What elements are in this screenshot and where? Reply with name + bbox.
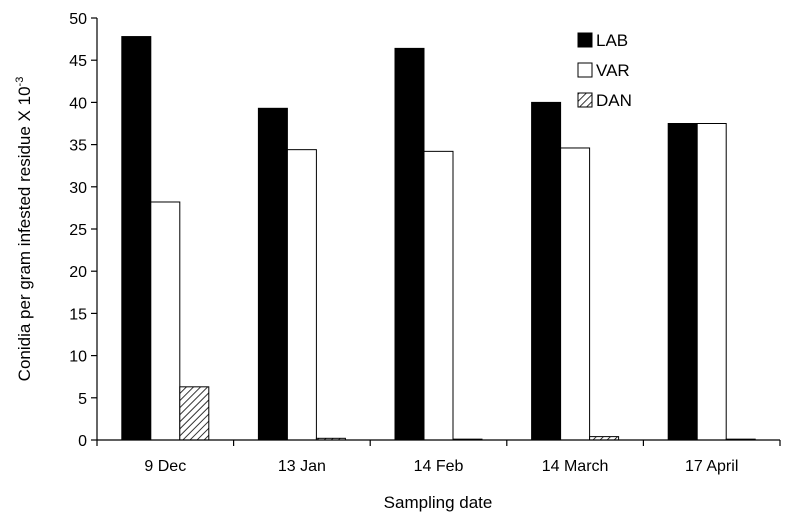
x-axis-title: Sampling date: [384, 493, 493, 512]
y-tick-label: 50: [69, 11, 87, 28]
legend-swatch-var: [577, 62, 593, 78]
legend: LAB VAR DAN: [577, 31, 632, 110]
bar-var-17-april: [696, 123, 727, 441]
y-tick-label: 25: [69, 222, 87, 239]
bar-lab-9-dec: [121, 36, 152, 441]
y-tick-label: 40: [69, 95, 87, 112]
y-axis-title-main: Conidia per gram infested residue X 10: [15, 86, 34, 381]
legend-label-dan: DAN: [596, 91, 632, 110]
legend-label-lab: LAB: [596, 31, 628, 50]
legend-label-var: VAR: [596, 61, 630, 80]
y-tick-label: 5: [78, 391, 87, 408]
bar-lab-13-jan: [257, 107, 288, 441]
legend-swatch-dan: [577, 92, 593, 108]
y-tick-label: 10: [69, 349, 87, 366]
x-tick-label: 13 Jan: [278, 458, 326, 475]
y-tick-label: 35: [69, 138, 87, 155]
x-tick-label: 14 March: [542, 458, 609, 475]
bar-dan-9-dec: [179, 386, 210, 441]
bar-lab-14-march: [531, 101, 562, 441]
bar-var-14-march: [560, 147, 591, 441]
y-axis-title: Conidia per gram infested residue X 10-3: [14, 77, 34, 382]
y-tick-label: 45: [69, 53, 87, 70]
y-axis-title-superscript: -3: [14, 77, 26, 87]
bar-var-13-jan: [286, 149, 317, 441]
x-tick-label: 17 April: [685, 458, 738, 475]
axis-ticks: 0 5 10 15 20 25 30 35 40 45 50 9 Dec 13 Jan 14 Feb 14 …: [69, 11, 781, 475]
bar-var-14-feb: [423, 150, 454, 441]
legend-swatch-lab: [577, 32, 593, 48]
bar-lab-17-april: [667, 123, 698, 441]
y-tick-label: 30: [69, 180, 87, 197]
x-tick-label: 14 Feb: [414, 458, 464, 475]
x-tick-label: 9 Dec: [144, 458, 186, 475]
y-tick-label: 0: [78, 433, 87, 450]
bar-lab-14-feb: [394, 47, 425, 441]
y-tick-label: 20: [69, 264, 87, 281]
bar-var-9-dec: [150, 201, 181, 441]
bars: [121, 36, 756, 441]
y-tick-label: 15: [69, 306, 87, 323]
